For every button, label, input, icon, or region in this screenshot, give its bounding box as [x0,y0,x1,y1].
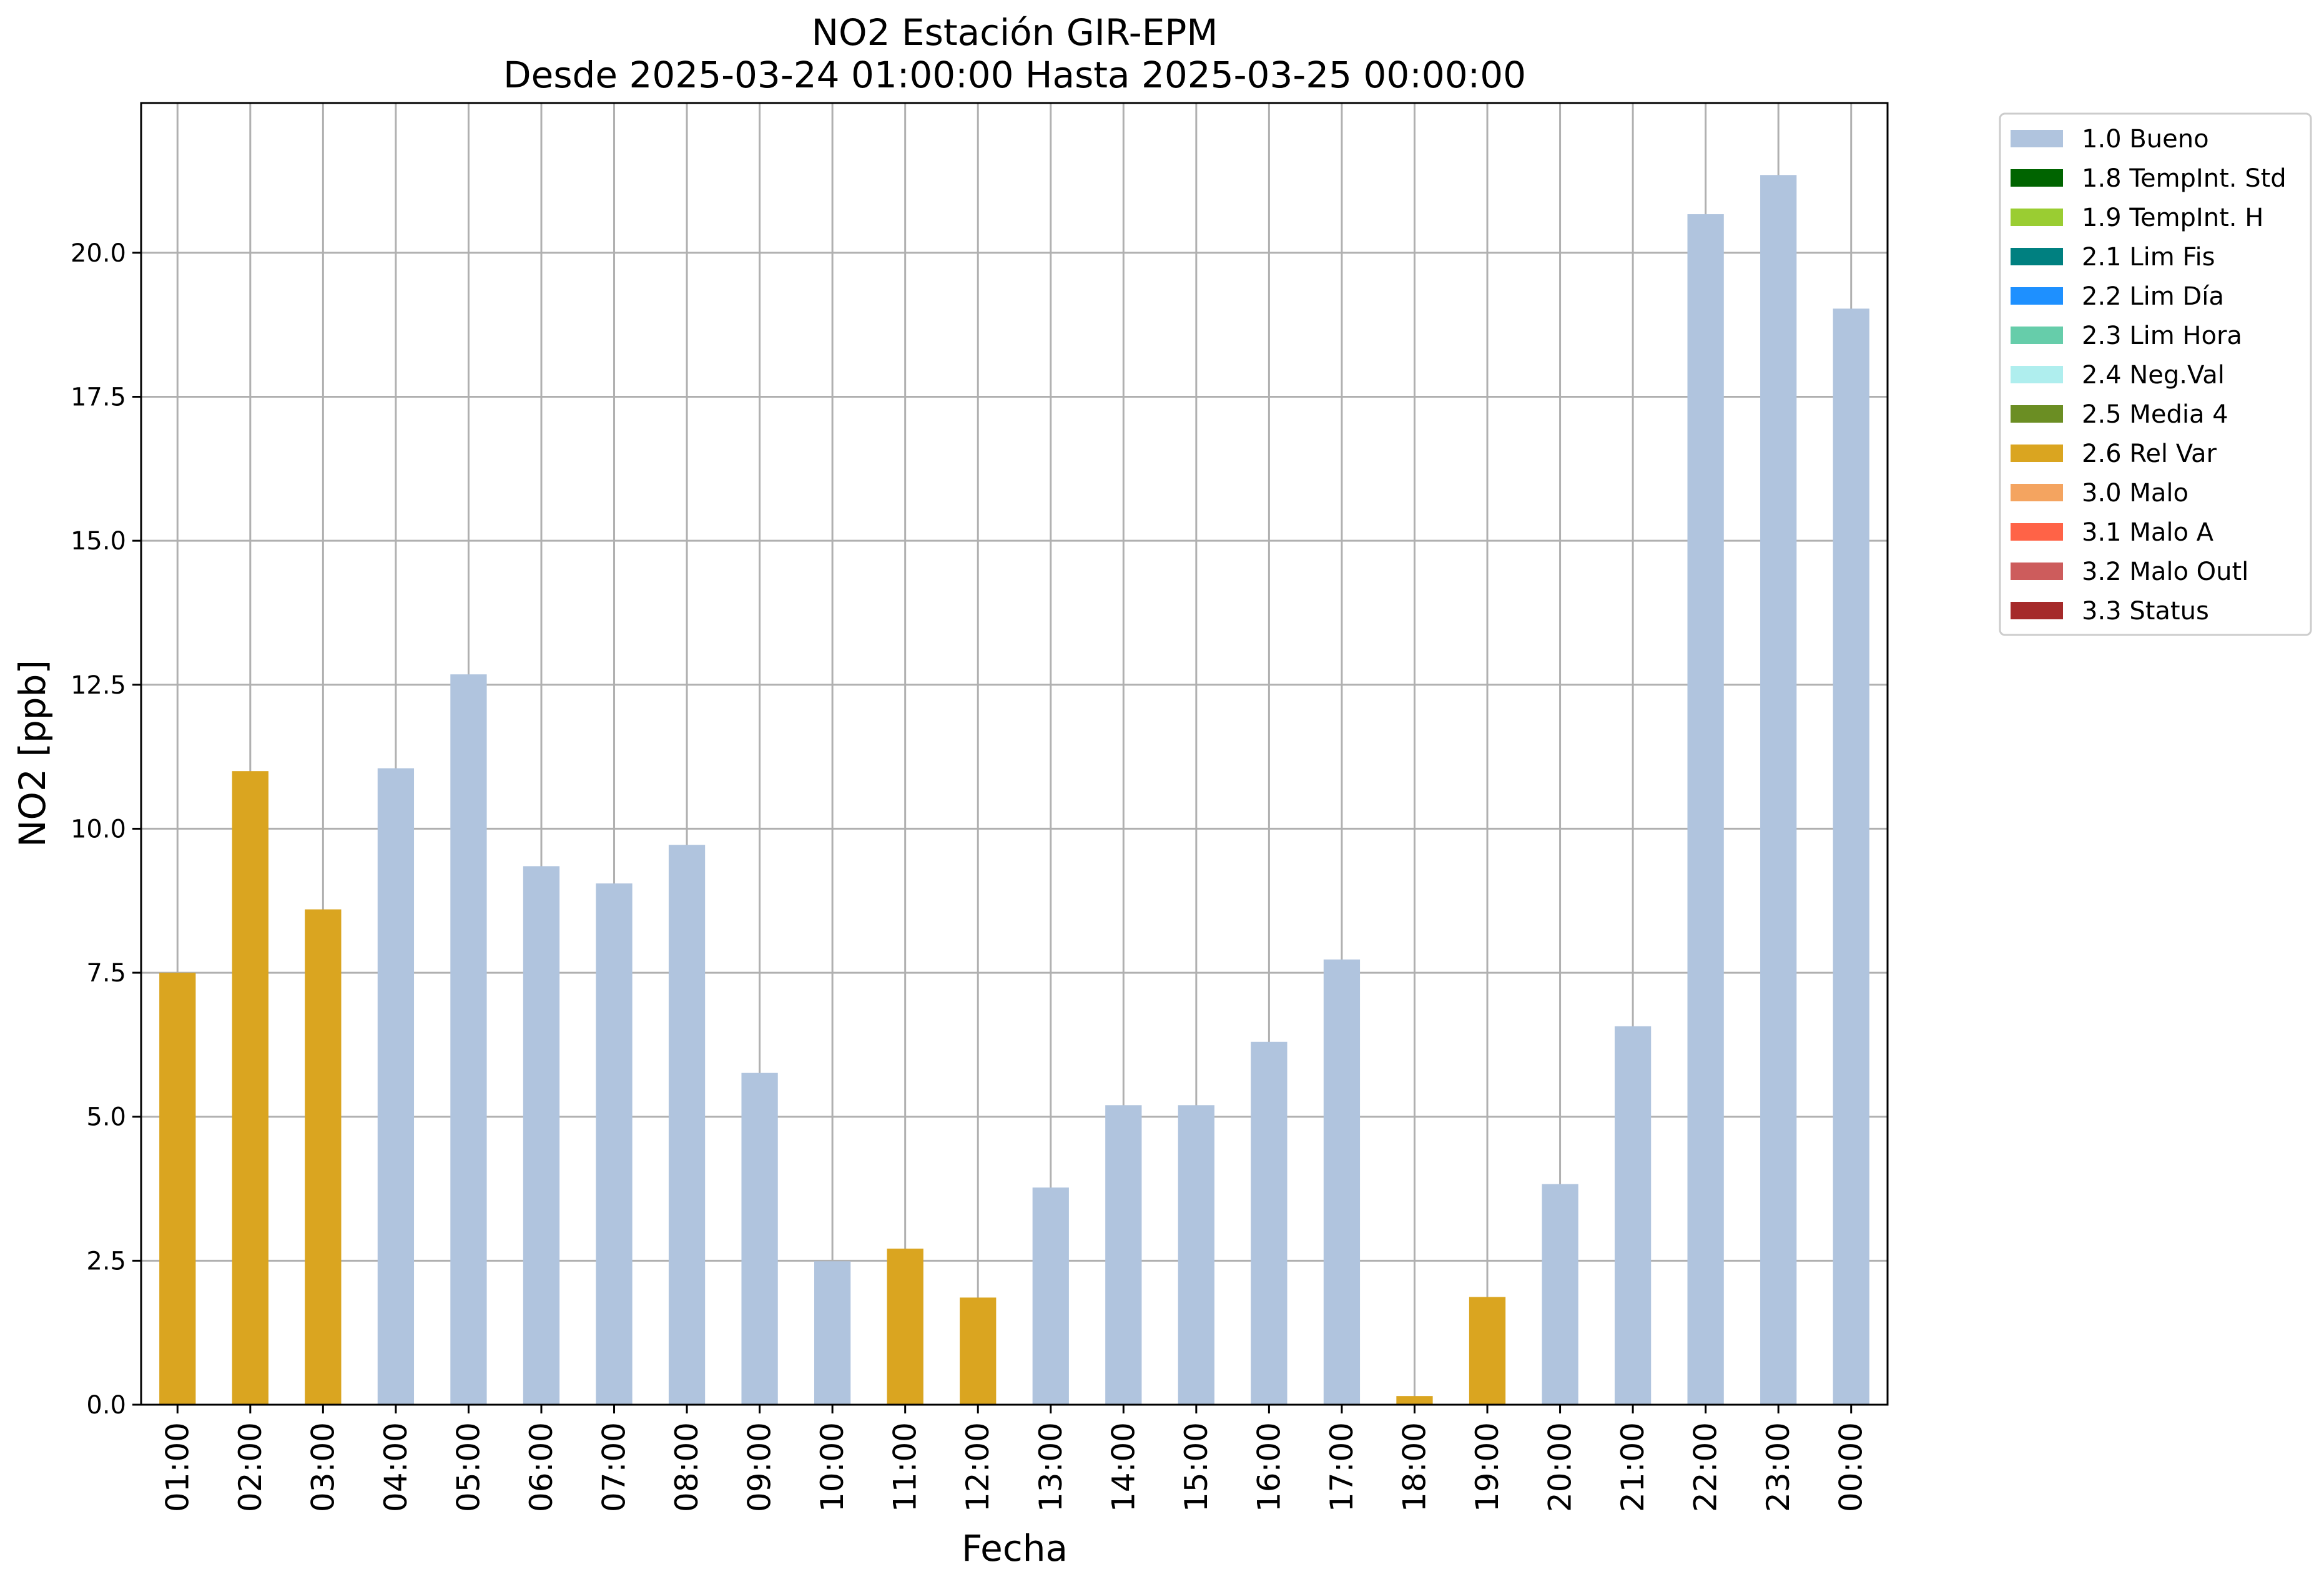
bar-2200 [1687,214,1724,1405]
y-tick-label: 2.5 [86,1247,126,1275]
bar-0300 [305,909,342,1405]
legend-label: 1.8 TempInt. Std [2082,164,2287,193]
x-tick-label: 07:00 [596,1422,633,1512]
x-tick-label: 15:00 [1178,1422,1214,1512]
x-tick-label: 03:00 [305,1422,341,1512]
x-tick-label: 22:00 [1688,1422,1724,1512]
x-axis-ticks: 01:00 02:00 03:00 04:00 05:00 06:00 07:00 08:00… [159,1405,1869,1512]
legend-swatch [2011,130,2063,147]
bar-0200 [232,771,268,1405]
x-tick-label: 21:00 [1615,1422,1651,1512]
legend-label: 2.6 Rel Var [2082,440,2217,468]
x-tick-label: 00:00 [1833,1422,1869,1512]
x-tick-label: 10:00 [814,1422,850,1512]
legend-label: 2.2 Lim Día [2082,282,2224,311]
x-tick-label: 11:00 [887,1422,923,1512]
y-axis-ticks: 0.0 2.5 5.0 7.5 10.0 12.5 15.0 17.5 20.0 [71,239,141,1420]
y-tick-label: 17.5 [71,383,126,412]
y-tick-label: 5.0 [86,1103,126,1132]
y-tick-label: 7.5 [86,959,126,988]
legend-swatch [2011,484,2063,501]
legend-swatch [2011,248,2063,265]
legend-label: 3.3 Status [2082,597,2209,626]
x-tick-label: 20:00 [1542,1422,1578,1512]
legend-swatch [2011,209,2063,226]
legend-label: 3.0 Malo [2082,479,2189,508]
x-tick-label: 14:00 [1105,1422,1141,1512]
x-tick-label: 04:00 [378,1422,414,1512]
chart-subtitle: Desde 2025-03-24 01:00:00 Hasta 2025-03-… [503,54,1526,96]
y-axis-label: NO2 [ppb] [11,660,54,847]
x-tick-label: 23:00 [1760,1422,1796,1512]
legend-label: 3.2 Malo Outl [2082,558,2248,586]
bar-0800 [668,845,706,1405]
legend-swatch [2011,405,2063,423]
legend: 1.0 Bueno 1.8 TempInt. Std 1.9 TempInt. H 2… [1999,112,2312,636]
x-tick-label: 01:00 [159,1422,195,1512]
x-tick-label: 05:00 [450,1422,486,1512]
legend-swatch [2011,287,2063,305]
legend-label: 1.0 Bueno [2082,125,2209,154]
legend-label: 2.3 Lim Hora [2082,322,2242,350]
bar-1400 [1105,1105,1142,1405]
bar-1100 [887,1248,923,1405]
legend-swatch [2011,523,2063,541]
x-tick-label: 17:00 [1324,1422,1360,1512]
bar-0900 [741,1073,778,1405]
bar-1600 [1251,1041,1288,1405]
bar-1800 [1396,1396,1433,1405]
y-tick-label: 10.0 [71,815,126,843]
x-tick-label: 12:00 [960,1422,996,1512]
x-tick-label: 13:00 [1033,1422,1069,1512]
x-tick-label: 09:00 [742,1422,778,1512]
legend-swatch [2011,169,2063,187]
x-tick-label: 08:00 [669,1422,705,1512]
bar-1900 [1469,1297,1506,1405]
legend-swatch [2011,602,2063,619]
bar-1200 [960,1297,997,1405]
y-tick-label: 12.5 [71,671,126,700]
legend-swatch [2011,445,2063,462]
plot-frame [140,102,1889,1406]
y-tick-label: 15.0 [71,527,126,556]
x-tick-label: 06:00 [523,1422,559,1512]
legend-label: 2.4 Neg.Val [2082,361,2225,390]
y-tick-label: 0.0 [86,1391,126,1420]
bar-1500 [1178,1105,1214,1405]
y-tick-label: 20.0 [71,239,126,268]
legend-swatch [2011,327,2063,344]
bar-2100 [1614,1026,1652,1405]
chart-title: NO2 Estación GIR-EPM [812,11,1218,54]
bar-0400 [377,768,415,1405]
legend-swatch [2011,366,2063,383]
legend-label: 2.5 Media 4 [2082,400,2228,429]
bars [159,175,1869,1405]
bar-0600 [523,866,560,1405]
bar-0700 [596,883,633,1405]
bar-0500 [450,674,487,1405]
legend-label: 2.1 Lim Fis [2082,243,2215,272]
legend-label: 1.9 TempInt. H [2082,204,2263,232]
bar-0100 [159,973,196,1405]
bar-2000 [1542,1184,1578,1405]
legend-swatch [2011,563,2063,580]
bar-1300 [1032,1187,1069,1405]
x-axis-label: Fecha [962,1527,1068,1570]
bar-1000 [814,1261,851,1405]
bar-1700 [1323,959,1361,1405]
legend-label: 3.1 Malo A [2082,518,2214,547]
bar-0000 [1833,308,1869,1405]
bar-2300 [1760,175,1797,1405]
x-tick-label: 02:00 [232,1422,268,1512]
x-tick-label: 18:00 [1396,1422,1432,1512]
legend-frame [1999,112,2312,636]
x-tick-label: 19:00 [1469,1422,1505,1512]
x-tick-label: 16:00 [1251,1422,1287,1512]
